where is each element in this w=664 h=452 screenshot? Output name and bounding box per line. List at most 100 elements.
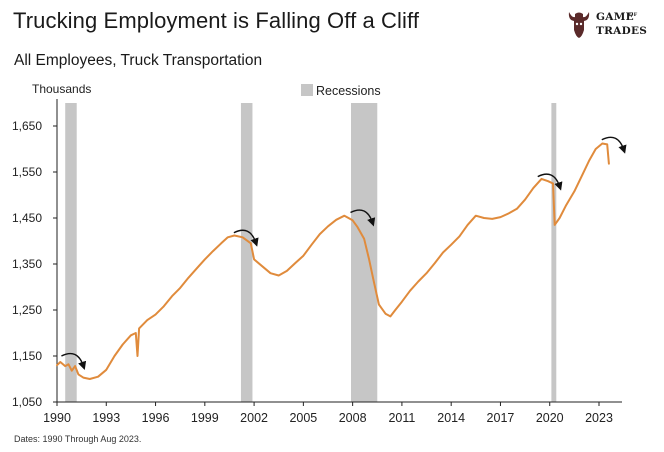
series-point xyxy=(154,314,157,316)
series-point xyxy=(352,219,354,221)
series-point xyxy=(540,178,543,180)
series-point xyxy=(573,190,575,192)
x-tick-label: 2014 xyxy=(437,411,465,425)
series-point xyxy=(508,212,510,214)
series-point xyxy=(71,370,73,372)
series-point xyxy=(595,148,597,150)
x-tick-label: 1999 xyxy=(191,411,219,425)
series-point xyxy=(269,272,272,274)
annotation-arrow-2 xyxy=(233,229,259,247)
recession-band-4 xyxy=(551,103,557,402)
y-tick-label: 1,150 xyxy=(12,349,42,363)
brand-logo: GAME OF TRADES xyxy=(566,6,656,44)
series-point xyxy=(220,242,222,244)
x-tick-label: 2002 xyxy=(240,411,268,425)
series-point xyxy=(425,272,428,274)
y-tick-label: 1,350 xyxy=(12,257,42,271)
annotation-arrow-1 xyxy=(61,352,87,370)
series-point xyxy=(105,369,107,371)
series-point xyxy=(483,217,485,219)
series-point xyxy=(82,377,84,379)
series-point xyxy=(241,236,244,238)
series-point xyxy=(554,224,556,226)
series-point xyxy=(467,224,469,226)
x-tick-label: 2020 xyxy=(536,411,564,425)
series-point xyxy=(588,159,590,162)
series-point xyxy=(608,163,610,165)
legend: Recessions xyxy=(301,84,381,98)
series-point xyxy=(475,215,477,217)
series-point xyxy=(606,143,608,145)
series-point xyxy=(113,355,116,357)
bull-head-icon xyxy=(568,12,590,38)
series-point xyxy=(368,258,370,260)
series-point xyxy=(64,365,66,367)
series-point xyxy=(310,244,313,246)
logo-word-trades: TRADES xyxy=(596,25,648,37)
x-tick-label: 1993 xyxy=(92,411,120,425)
series-point xyxy=(565,204,567,206)
series-point xyxy=(401,301,403,303)
legend-swatch-recessions xyxy=(301,84,313,96)
y-tick-label: 1,550 xyxy=(12,165,42,179)
series-point xyxy=(302,255,304,257)
footnote: Dates: 1990 Through Aug 2023. xyxy=(14,434,142,444)
series-point xyxy=(187,277,189,279)
series-point xyxy=(286,270,288,272)
series-point xyxy=(122,343,124,346)
series-point xyxy=(67,363,70,365)
series-point xyxy=(601,142,603,145)
series-point xyxy=(335,219,337,221)
y-tick-label: 1,650 xyxy=(12,119,42,133)
series-point xyxy=(77,373,79,375)
series-point xyxy=(138,327,140,329)
annotation-arrow-5 xyxy=(601,136,627,154)
series-point xyxy=(253,258,255,260)
series-point xyxy=(136,355,139,357)
x-tick-label: 2011 xyxy=(388,411,415,425)
series-point xyxy=(294,262,296,264)
series-point xyxy=(171,295,173,297)
series-point xyxy=(516,208,518,210)
series-point xyxy=(212,250,214,252)
x-tick-label: 2005 xyxy=(289,411,317,425)
series-point xyxy=(146,319,148,321)
series-point xyxy=(417,280,419,283)
series-point xyxy=(74,365,76,367)
series-point xyxy=(196,268,198,270)
series-point xyxy=(250,242,252,244)
series-point xyxy=(524,199,526,201)
series-point xyxy=(59,361,61,363)
series-point xyxy=(547,180,549,182)
x-tick-label: 2023 xyxy=(585,411,613,425)
series-point xyxy=(499,216,502,218)
series-point xyxy=(227,236,229,238)
legend-label-recessions: Recessions xyxy=(316,84,381,98)
y-tick-label: 1,250 xyxy=(12,303,42,317)
series-point xyxy=(442,251,444,254)
series-point xyxy=(97,376,99,378)
series-point xyxy=(327,225,329,227)
series-point xyxy=(434,262,436,264)
x-tick-label: 1990 xyxy=(43,411,71,425)
series-point xyxy=(130,334,132,336)
chart-title: Trucking Employment is Falling Off a Cli… xyxy=(13,8,420,33)
x-tick-label: 2017 xyxy=(487,411,515,425)
logo-word-of: OF xyxy=(629,12,638,18)
x-tick-label: 2008 xyxy=(339,411,367,425)
series-point xyxy=(261,265,263,267)
series-point xyxy=(409,290,411,292)
series-point xyxy=(450,244,452,246)
series-point xyxy=(491,218,493,220)
x-tick-label: 1996 xyxy=(142,411,170,425)
recession-band-2 xyxy=(240,103,253,402)
recession-band-3 xyxy=(350,103,378,402)
series-point xyxy=(558,217,561,219)
y-axis-label: Thousands xyxy=(32,82,91,96)
series-point xyxy=(56,364,58,366)
series-point xyxy=(204,258,206,260)
series-line-1 xyxy=(56,142,610,380)
chart-subtitle: All Employees, Truck Transportation xyxy=(14,52,263,69)
series-point xyxy=(384,313,387,315)
series-point xyxy=(319,233,321,235)
